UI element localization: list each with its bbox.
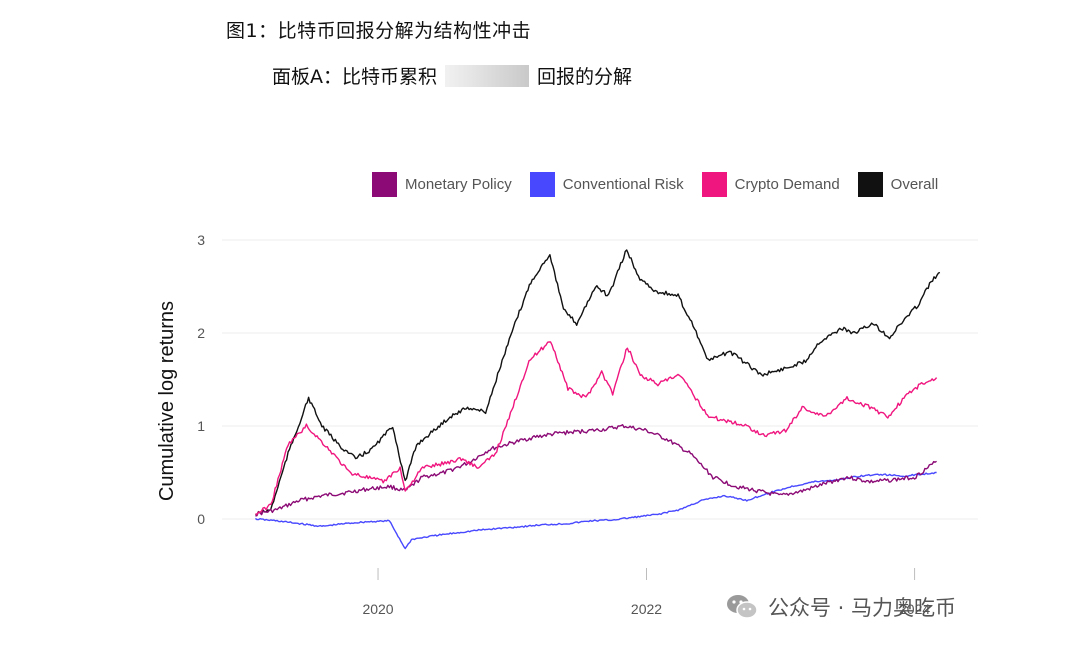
legend-item-conventional-risk: Conventional Risk [529, 172, 684, 197]
wechat-icon [727, 595, 758, 619]
legend-swatch-monetary-policy [372, 172, 397, 197]
series-line-crypto-demand [255, 341, 938, 516]
watermark-text: 公众号 · 马力奥吃币 [768, 596, 957, 620]
y-axis: 0 1 2 3 [197, 232, 205, 527]
panel-title: 面板A：比特币累积 回报的分解 [272, 62, 632, 89]
x-tick-label: 2020 [362, 601, 393, 617]
y-axis-label: Cumulative log returns [156, 301, 178, 501]
legend-swatch-conventional-risk [529, 172, 555, 197]
legend-swatch-crypto-demand [701, 172, 727, 197]
gridlines [222, 239, 978, 520]
legend-label-crypto-demand: Crypto Demand [734, 176, 840, 193]
legend-item-crypto-demand: Crypto Demand [701, 172, 840, 197]
legend-label-overall: Overall [890, 176, 939, 193]
y-tick-label: 2 [197, 325, 205, 341]
legend-swatch-overall [857, 172, 883, 197]
legend-item-overall: Overall [857, 172, 939, 197]
chart-legend: Monetary Policy Conventional Risk Crypto… [372, 172, 938, 197]
y-tick-label: 1 [197, 418, 205, 434]
figure-title: 图1：比特币回报分解为结构性冲击 [226, 20, 532, 42]
series-line-overall [255, 249, 941, 516]
x-tick-label: 2024 [899, 601, 930, 617]
watermark: 公众号 · 马力奥吃币 [726, 592, 956, 622]
y-tick-label: 0 [197, 511, 205, 527]
x-axis: 2020 2022 2024 [362, 568, 930, 617]
series-line-conventional-risk [254, 471, 937, 550]
redaction-block [445, 64, 529, 87]
legend-item-monetary-policy: Monetary Policy [372, 172, 512, 197]
x-tick-label: 2022 [631, 601, 662, 617]
series-lines [254, 249, 941, 550]
panel-title-left: 面板A：比特币累积 [272, 66, 437, 88]
series-line-monetary-policy [255, 424, 937, 517]
legend-label-monetary-policy: Monetary Policy [405, 176, 512, 193]
panel-title-right: 回报的分解 [537, 66, 633, 88]
legend-label-conventional-risk: Conventional Risk [562, 176, 684, 193]
y-tick-label: 3 [197, 232, 205, 248]
